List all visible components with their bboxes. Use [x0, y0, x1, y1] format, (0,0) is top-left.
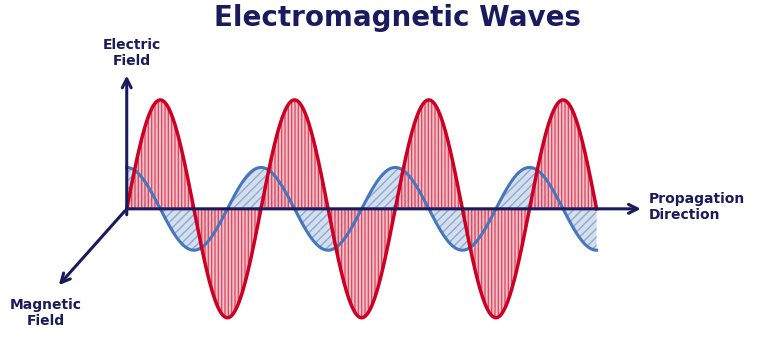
Text: Magnetic
Field: Magnetic Field: [10, 298, 82, 328]
Text: Propagation
Direction: Propagation Direction: [649, 192, 745, 222]
Title: Electromagnetic Waves: Electromagnetic Waves: [213, 4, 581, 32]
Text: Electric
Field: Electric Field: [103, 38, 161, 68]
